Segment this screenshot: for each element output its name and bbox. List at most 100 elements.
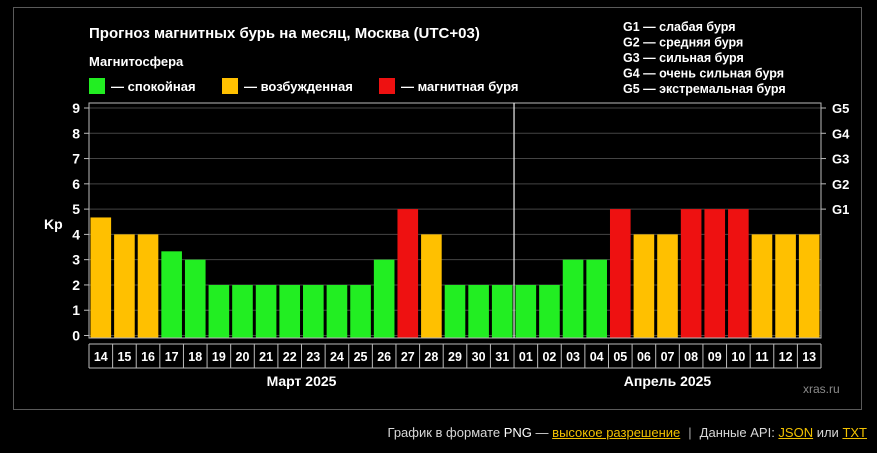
y-tick-label: 1 — [72, 302, 80, 318]
legend-title: Магнитосфера — [89, 54, 184, 69]
bar — [208, 284, 230, 338]
y-tick-label: 5 — [72, 201, 80, 217]
x-tick-label: 17 — [165, 350, 179, 364]
x-tick-label: 26 — [377, 350, 391, 364]
month-label: Март 2025 — [267, 373, 337, 389]
x-tick-label: 06 — [637, 350, 651, 364]
bar — [704, 209, 726, 338]
x-tick-label: 29 — [448, 350, 462, 364]
bar — [798, 234, 820, 338]
x-tick-label: 10 — [731, 350, 745, 364]
bar — [728, 209, 749, 338]
x-tick-label: 25 — [354, 350, 368, 364]
x-tick-label: 14 — [94, 350, 108, 364]
storm-scale-item: G4 — очень сильная буря — [623, 67, 784, 81]
y-tick-label: 4 — [72, 226, 80, 242]
legend-swatch — [379, 78, 395, 94]
kp-forecast-chart: Прогноз магнитных бурь на месяц, Москва … — [44, 20, 850, 396]
bar — [232, 284, 253, 338]
x-tick-label: 15 — [117, 350, 131, 364]
legend-label: — магнитная буря — [401, 79, 518, 94]
g-scale-label: G1 — [832, 202, 849, 217]
bar — [633, 234, 655, 338]
x-tick-label: 24 — [330, 350, 344, 364]
x-tick-label: 27 — [401, 350, 415, 364]
x-tick-label: 05 — [613, 350, 627, 364]
bar — [255, 284, 277, 338]
x-tick-label: 19 — [212, 350, 226, 364]
x-tick-label: 21 — [259, 350, 273, 364]
bar — [397, 209, 419, 338]
bar — [539, 284, 560, 338]
x-tick-label: 11 — [755, 350, 768, 364]
txt-link[interactable]: TXT — [842, 425, 867, 440]
x-tick-label: 28 — [424, 350, 438, 364]
bar — [326, 284, 348, 338]
y-tick-label: 6 — [72, 176, 80, 192]
bar — [373, 259, 395, 338]
month-labels: Март 2025 Апрель 2025 — [267, 373, 712, 389]
bar — [114, 234, 135, 338]
x-tick-label: 09 — [708, 350, 722, 364]
bar — [680, 209, 702, 338]
y-axis-label: Kp — [44, 216, 63, 232]
legend: — спокойная — возбужденная — магнитная бур… — [89, 78, 518, 94]
bar — [350, 284, 371, 338]
legend-label: — возбужденная — [244, 79, 353, 94]
bar — [657, 234, 678, 338]
bar — [609, 209, 631, 338]
bar — [184, 259, 206, 338]
y-tick-label: 8 — [72, 125, 80, 141]
bar — [775, 234, 796, 338]
storm-scale-item: G1 — слабая буря — [623, 20, 736, 34]
json-link[interactable]: JSON — [778, 425, 814, 440]
legend-swatch — [222, 78, 238, 94]
bar — [137, 234, 159, 338]
bar — [751, 234, 773, 338]
high-resolution-link[interactable]: высокое разрешение — [552, 425, 681, 440]
g-scale-label: G3 — [832, 152, 849, 167]
y-tick-label: 0 — [72, 328, 80, 344]
bar — [515, 284, 537, 338]
y-tick-label: 3 — [72, 252, 80, 268]
x-tick-label: 22 — [283, 350, 297, 364]
x-tick-label: 18 — [188, 350, 202, 364]
x-tick-label: 23 — [306, 350, 320, 364]
bar — [161, 251, 182, 338]
bars — [90, 209, 820, 338]
footer: График в формате PNG — высокое разрешени… — [0, 425, 867, 440]
chart-frame: Прогноз магнитных бурь на месяц, Москва … — [13, 7, 862, 410]
x-tick-label: 30 — [472, 350, 486, 364]
bar — [562, 259, 584, 338]
legend-label: — спокойная — [111, 79, 196, 94]
y-tick-label: 9 — [72, 100, 80, 116]
legend-swatch — [89, 78, 105, 94]
g-scale-label: G4 — [832, 126, 850, 141]
bar — [90, 217, 112, 338]
footer-text: График в формате — [387, 425, 504, 440]
api-label: Данные API: — [699, 425, 779, 440]
storm-scale-item: G2 — средняя буря — [623, 36, 743, 50]
bar — [279, 284, 301, 338]
x-tick-label: 01 — [519, 350, 533, 364]
y-tick-label: 2 — [72, 277, 80, 293]
g-scale-label: G5 — [832, 101, 849, 116]
bar — [586, 259, 607, 338]
month-label: Апрель 2025 — [624, 373, 712, 389]
x-tick-label: 12 — [779, 350, 793, 364]
footer-or: или — [813, 425, 843, 440]
watermark: xras.ru — [803, 382, 840, 396]
bar — [444, 284, 466, 338]
footer-dash: — — [531, 425, 553, 440]
footer-png: PNG — [503, 425, 532, 440]
x-tick-label: 08 — [684, 350, 698, 364]
x-tick-label: 02 — [542, 350, 556, 364]
plot-border — [88, 102, 822, 339]
x-tick-label: 16 — [141, 350, 155, 364]
x-tick-label: 31 — [495, 350, 509, 364]
footer-separator: | — [688, 425, 692, 440]
bar — [303, 284, 324, 338]
x-tick-label: 04 — [590, 350, 604, 364]
